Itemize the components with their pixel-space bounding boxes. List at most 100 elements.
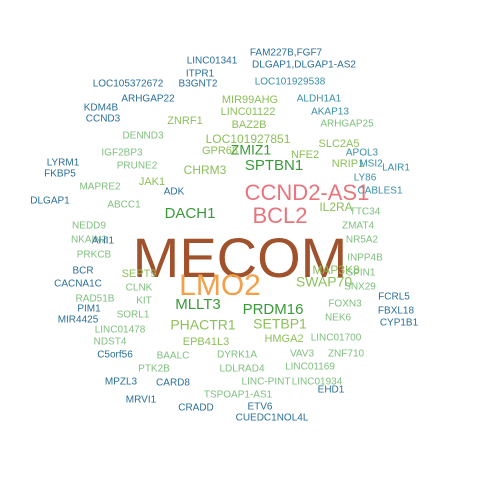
word-cloud-term: LOC101927851 (206, 132, 291, 146)
word-cloud-term: ZNRF1 (167, 115, 202, 127)
word-cloud-term: CHRM3 (184, 163, 227, 177)
word-cloud-term: SPTBN1 (245, 157, 303, 174)
word-cloud-term: C5orf56 (97, 350, 133, 361)
word-cloud-term: BAALC (157, 351, 190, 362)
word-cloud-term: AKAP13 (311, 107, 349, 118)
word-cloud-term: MECOM (133, 226, 348, 289)
word-cloud-term: PRKCB (77, 250, 112, 261)
word-cloud-term: NRIP1 (332, 158, 364, 170)
word-cloud-term: DENND3 (122, 131, 164, 142)
word-cloud-term: SWAP70 (296, 274, 352, 290)
word-cloud-term: DYRK1A (217, 350, 257, 361)
word-cloud-term: CYP1B1 (380, 318, 419, 329)
word-cloud-term: ZMAT4 (342, 221, 374, 232)
word-cloud-term: EPB41L3 (183, 336, 229, 348)
word-cloud-term: PHACTR1 (170, 317, 236, 333)
word-cloud-term: LINC01478 (95, 325, 146, 336)
word-cloud-term: CUEDC1NOL4L (236, 413, 309, 424)
word-cloud-term: LYRM1 (47, 158, 80, 169)
word-cloud-term: MLLT3 (175, 296, 221, 313)
word-cloud-term: PRDM16 (243, 301, 304, 318)
word-cloud-term: BCR (72, 266, 93, 277)
word-cloud-term: LMO2 (179, 269, 261, 302)
word-cloud-term: KIT (136, 296, 152, 307)
word-cloud-term: NEDD9 (72, 221, 106, 232)
word-cloud-term: B3GNT2 (179, 79, 218, 90)
word-cloud-term: LDLRAD4 (219, 364, 264, 375)
word-cloud-term: SEPT9 (122, 268, 157, 280)
word-cloud-term: FCRL5 (378, 292, 410, 303)
word-cloud-term: SNX29 (344, 282, 376, 293)
word-cloud-term: EHD1 (318, 385, 345, 396)
word-cloud-term: MIR4425 (58, 315, 99, 326)
word-cloud-term: KDM4B (84, 103, 119, 114)
word-cloud-term: NDST4 (94, 337, 127, 348)
word-cloud-term: ALDH1A1 (297, 94, 342, 105)
word-cloud-term: LINC01934 (292, 377, 343, 388)
word-cloud-term: PRUNE2 (117, 161, 158, 172)
word-cloud-term: SPIN1 (347, 268, 376, 279)
word-cloud-term: GPR68 (202, 145, 238, 157)
word-cloud-term: MAPRE2 (79, 182, 121, 193)
word-cloud-term: VAV3 (290, 349, 315, 360)
word-cloud-term: ABCC1 (107, 200, 141, 211)
word-cloud-term: MIR99AHG (222, 94, 278, 106)
word-cloud-term: ZMIZ1 (231, 142, 272, 158)
word-cloud-term: ARHGAP22 (121, 94, 175, 105)
word-cloud-term: LOC101929538 (255, 77, 326, 88)
word-cloud-term: LINC01341 (187, 56, 238, 67)
word-cloud-term: IL2RA (319, 200, 352, 214)
word-cloud-term: FOXN3 (328, 299, 362, 310)
word-cloud-term: CABLES1 (357, 186, 402, 197)
word-cloud-term: ARHGAP25 (320, 119, 374, 130)
word-cloud-term: FKBP5 (44, 169, 76, 180)
word-cloud-term: ADK (164, 187, 185, 198)
word-cloud-term: MAP3K8 (312, 263, 360, 277)
word-cloud-term: TSPOAP1-AS1 (204, 390, 273, 401)
word-cloud-term: LAIR1 (382, 163, 410, 174)
word-cloud-term: CLNK (126, 283, 153, 294)
word-cloud-term: MRVI1 (126, 395, 157, 406)
word-cloud-term: LINC01122 (221, 106, 276, 118)
word-cloud-term: BAZ2B (232, 119, 267, 131)
word-cloud-term: FBXL18 (378, 306, 415, 317)
word-cloud-term: ZNF710 (328, 349, 365, 360)
word-cloud-term: RAD51B (76, 294, 115, 305)
word-cloud-term: IGF2BP3 (101, 148, 143, 159)
word-cloud-term: NFE2 (291, 149, 319, 161)
word-cloud-term: ITPR1 (186, 69, 215, 80)
word-cloud-term: NEK6 (325, 313, 352, 324)
word-cloud-term: APOL3 (346, 148, 379, 159)
word-cloud-term: LY86 (354, 173, 377, 184)
word-cloud-term: BCL2 (252, 203, 307, 228)
word-cloud-term: INPP4B (347, 253, 383, 264)
word-cloud-term: LOC105372672 (93, 79, 164, 90)
word-cloud-term: SLC2A5 (319, 138, 360, 150)
word-cloud-term: LINC-PINT (242, 377, 291, 388)
word-cloud-term: SETBP1 (253, 316, 307, 332)
word-cloud-term: CCND3 (86, 114, 121, 125)
word-cloud-term: LINC01700 (311, 333, 362, 344)
word-cloud-term: CRADD (178, 403, 214, 414)
word-cloud-term: ETV6 (247, 402, 272, 413)
word-cloud-term: CACNA1C (54, 279, 102, 290)
word-cloud-term: TTC34 (350, 207, 381, 218)
word-cloud-term: SORL1 (117, 310, 150, 321)
word-cloud-term: MPZL3 (105, 377, 138, 388)
word-cloud-term: MSI2 (359, 159, 383, 170)
word-cloud-term: CARD8 (156, 378, 190, 389)
word-cloud-term: DLGAP1,DLGAP1-AS2 (252, 60, 356, 71)
word-cloud-term: HMGA2 (264, 333, 303, 345)
word-cloud-term: PTK2B (138, 364, 170, 375)
word-cloud-term: DLGAP1 (30, 196, 70, 207)
word-cloud-term: FAM227B,FGF7 (250, 48, 323, 59)
word-cloud-term: NKAIN2 (71, 235, 108, 246)
word-cloud-term: JAK1 (139, 176, 165, 188)
word-cloud-term: CCND2-AS1 (245, 180, 370, 205)
word-cloud-term: NR5A2 (346, 235, 379, 246)
word-cloud-term: LINC01169 (285, 362, 335, 373)
word-cloud-term: DACH1 (165, 205, 216, 222)
word-cloud-term: AHI1 (92, 236, 115, 247)
